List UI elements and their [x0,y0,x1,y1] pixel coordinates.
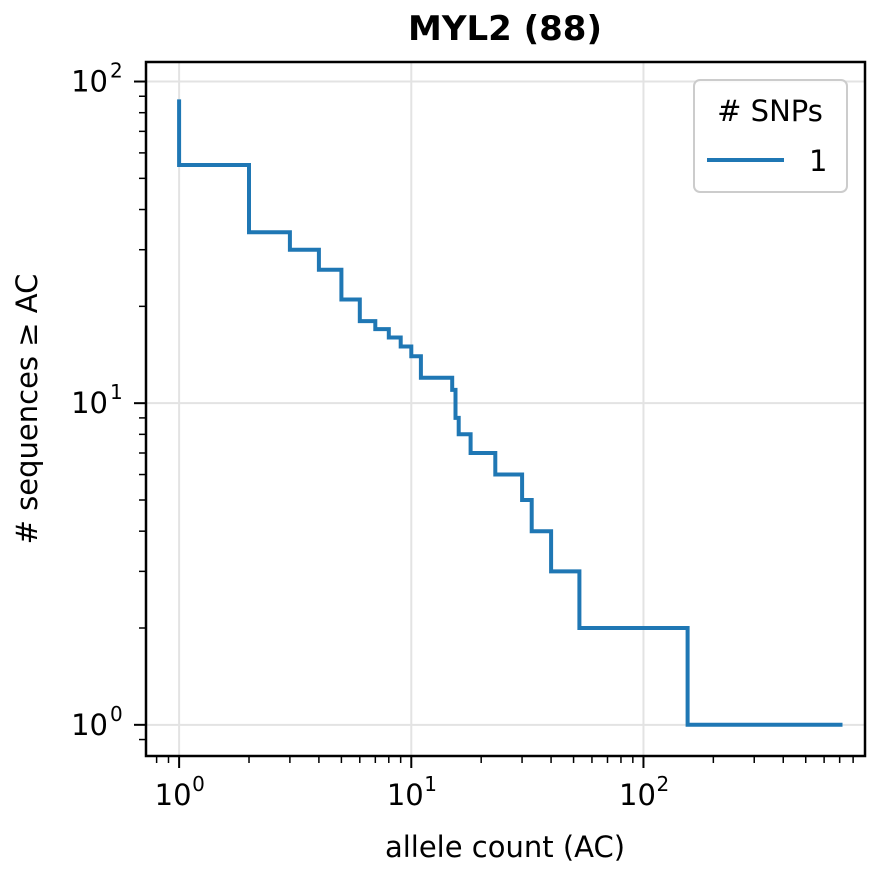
tick-labels: 10 0 10 1 10 210 010 110 2 [71,59,669,812]
y-axis-label: # sequences ≥ AC [10,274,44,545]
y-tick-exponent: 1 [110,380,123,404]
legend-entry: 1 [809,144,827,178]
series-line [177,99,843,727]
y-tick-label: 10 [71,708,108,742]
x-tick-exponent: 1 [424,772,437,796]
legend: # SNPs 1 [693,79,848,193]
legend-title: # SNPs [717,94,823,128]
grid [146,62,865,756]
x-tick-exponent: 0 [192,772,205,796]
plot-frame [144,60,867,758]
y-tick-exponent: 0 [110,702,123,726]
x-axis-label: allele count (AC) [385,830,625,864]
series-layer [177,99,843,727]
x-tick-label: 10 [619,778,656,812]
legend-box [693,79,848,193]
y-tick-label: 10 [71,65,108,99]
x-tick-label: 10 [387,778,424,812]
ticks [134,80,854,768]
x-tick-exponent: 2 [656,772,669,796]
y-tick-label: 10 [71,386,108,420]
x-tick-label: 10 [155,778,192,812]
chart-title: MYL2 (88) [408,9,602,49]
y-tick-exponent: 2 [110,59,123,83]
